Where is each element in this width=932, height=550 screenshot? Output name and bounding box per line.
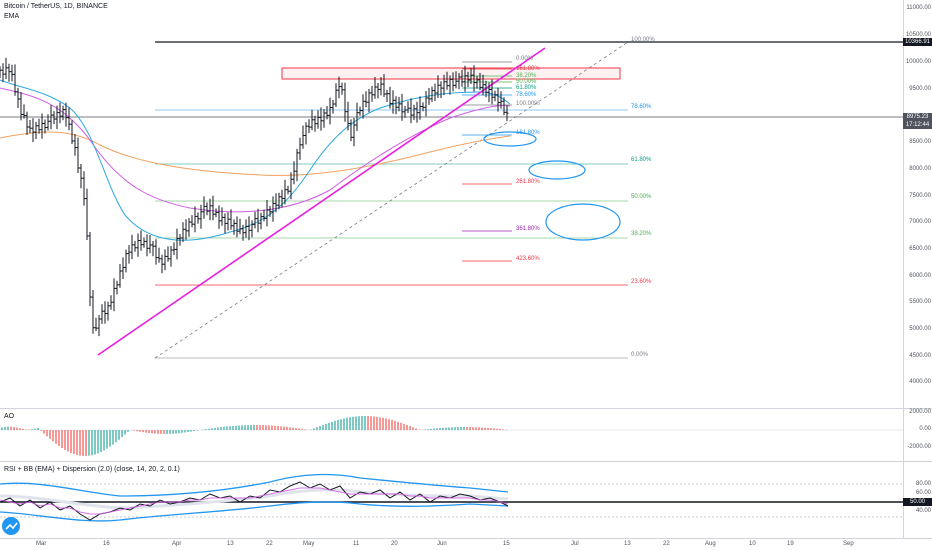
symbol-title: Bitcoin / TetherUS, 1D, BINANCE	[4, 3, 108, 10]
fib-main-label-382: 38.20%	[631, 231, 652, 237]
rsi-title: RSI + BB (EMA) + Dispersion (2.0) (close…	[4, 466, 180, 473]
time-label: 13	[624, 541, 631, 547]
price-tick: 8500.00	[909, 139, 931, 145]
time-label: Mar	[36, 541, 47, 547]
price-tick: 6000.00	[909, 273, 931, 279]
time-axis[interactable]: Mar 16 Apr 13 22 May 11 20 Jun 15 Jul 13…	[0, 539, 932, 550]
time-label: 15	[503, 541, 510, 547]
fib-main-label-0: 0.00%	[631, 352, 649, 358]
rsi-tick: 80.00	[915, 481, 931, 487]
price-tick: 4000.00	[909, 379, 931, 385]
fib-ext-label-2618: 261.80%	[516, 179, 540, 185]
target-ellipse-3[interactable]	[545, 203, 621, 241]
time-label: 22	[266, 541, 273, 547]
price-tick: 7000.00	[909, 219, 931, 225]
price-tick: 5000.00	[909, 326, 931, 332]
fib-ext-label-382: 38.20%	[516, 73, 537, 79]
fib-ext-label-0: 0.00%	[516, 56, 534, 62]
price-tick: 5500.00	[909, 299, 931, 305]
ao-tick: -2000.00	[907, 444, 931, 450]
pane-separator[interactable]	[0, 461, 932, 462]
price-tick: 11000.00	[906, 5, 931, 11]
rsi-chart	[0, 473, 903, 522]
time-label: 20	[391, 541, 398, 547]
time-label: Jun	[437, 541, 447, 547]
price-tick: 8000.00	[909, 166, 931, 172]
fib-ext-label-618: 61.80%	[516, 85, 537, 91]
time-label: 13	[227, 541, 234, 547]
pane-separator[interactable]	[0, 408, 932, 409]
fib-ext-label-1618a: 161.80%	[516, 66, 540, 72]
fib-ext-label-3618: 361.80%	[516, 226, 540, 232]
fib-ext-label-50: 50.00%	[516, 79, 537, 85]
time-axis-border	[0, 538, 932, 539]
time-label: May	[303, 541, 315, 547]
time-label: Aug	[705, 541, 716, 547]
time-label: 11	[353, 541, 360, 547]
price-tick: 4500.00	[909, 353, 931, 359]
time-label: 16	[103, 541, 110, 547]
rsi-50-tag: 50.00	[903, 498, 932, 506]
rsi-tick: 40.00	[915, 508, 931, 514]
ema-50-line	[0, 87, 511, 213]
fib-ext-label-786: 78.60%	[516, 92, 537, 98]
target-ellipse-2[interactable]	[528, 160, 586, 180]
fib-main-label-100: 100.00%	[631, 37, 655, 43]
fib-ext-label-1618b: 161.80%	[516, 130, 540, 136]
fib-main-label-236: 23.60%	[631, 279, 652, 285]
time-label: Apr	[172, 541, 182, 547]
main-price-pane[interactable]: Bitcoin / TetherUS, 1D, BINANCE EMA 100.…	[0, 0, 903, 408]
price-chart[interactable]	[0, 0, 903, 408]
time-label: 19	[787, 541, 794, 547]
ema-200-line	[0, 131, 511, 176]
support-trendline[interactable]	[97, 47, 546, 356]
price-tick: 10500.00	[905, 32, 931, 38]
last-price-tag: 8975.23	[903, 113, 932, 121]
rsi-tick: 60.00	[915, 490, 931, 496]
ao-chart	[0, 416, 903, 456]
fib-main-label-618: 61.80%	[631, 157, 652, 163]
high-price-tag: 10366.91	[903, 38, 932, 46]
ema-20-line	[0, 79, 511, 241]
tradingview-logo[interactable]	[2, 517, 20, 535]
bar-countdown-tag: 17:12:44	[903, 121, 932, 129]
time-label: 10	[749, 541, 756, 547]
fib-main-label-786: 78.60%	[631, 104, 652, 110]
fib-trend-dashed-line	[154, 41, 629, 359]
time-label: Jul	[571, 541, 579, 547]
price-axis[interactable]: 11000.00 10500.00 10000.00 9500.00 8500.…	[903, 0, 932, 408]
price-tick: 10000.00	[905, 59, 931, 65]
time-label: Sep	[843, 541, 854, 547]
rsi-pane[interactable]: RSI + BB (EMA) + Dispersion (2.0) (close…	[0, 462, 903, 538]
fib-ext-label-100: 100.00%	[516, 101, 540, 107]
ao-axis[interactable]: 2000.00 0.00 -2000.00	[903, 409, 932, 461]
price-tick: 7500.00	[909, 193, 931, 199]
ao-title: AO	[4, 413, 15, 420]
indicator-name: EMA	[4, 13, 20, 20]
fib-ext-label-4236: 423.60%	[516, 256, 540, 262]
ao-pane[interactable]: AO	[0, 409, 903, 461]
resistance-rectangle[interactable]	[281, 67, 621, 80]
ao-tick: 2000.00	[909, 409, 931, 415]
ao-histogram	[1, 416, 507, 456]
price-tick: 6500.00	[909, 246, 931, 252]
price-tick: 9500.00	[909, 86, 931, 92]
ohlc-bars	[0, 57, 509, 337]
fib-main-label-50: 50.00%	[631, 194, 652, 200]
ao-tick: 0.00	[919, 426, 931, 432]
target-ellipse-1[interactable]	[483, 131, 537, 147]
time-label: 22	[663, 541, 670, 547]
